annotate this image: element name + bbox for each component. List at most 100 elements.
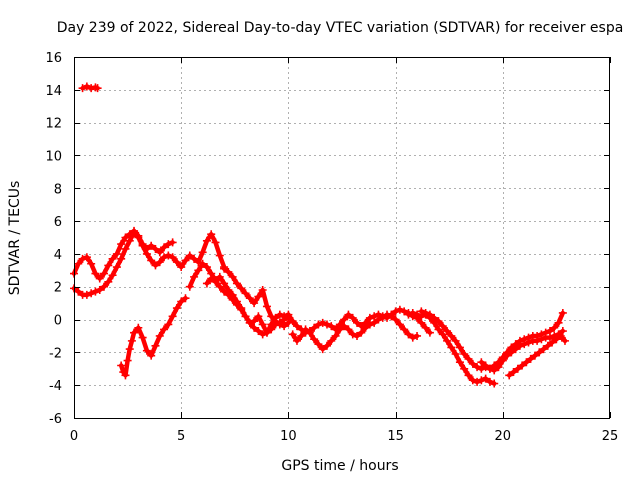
data-point bbox=[485, 377, 494, 386]
data-point bbox=[314, 320, 323, 329]
data-point bbox=[507, 348, 516, 357]
data-point bbox=[340, 322, 349, 331]
series-arc-f bbox=[202, 274, 293, 339]
data-point bbox=[138, 241, 147, 250]
data-point bbox=[198, 259, 207, 268]
data-point bbox=[292, 336, 301, 345]
data-point bbox=[160, 243, 169, 252]
data-point bbox=[535, 348, 544, 357]
data-point bbox=[353, 331, 362, 340]
data-point bbox=[87, 259, 96, 268]
data-point bbox=[353, 318, 362, 327]
grid-lines bbox=[74, 57, 610, 418]
series-trace bbox=[221, 266, 291, 329]
data-point bbox=[530, 351, 539, 360]
data-point bbox=[318, 345, 327, 354]
data-point bbox=[147, 351, 156, 360]
data-point bbox=[250, 299, 259, 308]
data-point bbox=[511, 345, 520, 354]
data-point bbox=[275, 310, 284, 319]
x-tick-label: 25 bbox=[602, 429, 619, 444]
data-point bbox=[348, 313, 357, 322]
data-point bbox=[417, 307, 426, 316]
data-point bbox=[160, 325, 169, 334]
data-point bbox=[258, 330, 267, 339]
data-point bbox=[220, 287, 229, 296]
data-point bbox=[250, 323, 259, 332]
data-point bbox=[228, 295, 237, 304]
data-point bbox=[262, 302, 271, 311]
data-point bbox=[142, 249, 151, 258]
data-point bbox=[481, 374, 490, 383]
data-point bbox=[365, 320, 374, 329]
data-point bbox=[498, 356, 507, 365]
data-point bbox=[391, 315, 400, 324]
data-point bbox=[513, 364, 522, 373]
data-point bbox=[327, 336, 336, 345]
data-point bbox=[147, 241, 156, 250]
data-point bbox=[485, 364, 494, 373]
data-point bbox=[455, 343, 464, 352]
data-point bbox=[357, 328, 366, 337]
data-point bbox=[395, 320, 404, 329]
data-point bbox=[74, 287, 83, 296]
data-point bbox=[127, 336, 136, 345]
y-tick-label: 14 bbox=[45, 84, 62, 99]
data-point bbox=[408, 333, 417, 342]
data-point bbox=[455, 358, 464, 367]
data-point bbox=[185, 251, 194, 260]
series-trace bbox=[118, 295, 188, 378]
data-point bbox=[284, 318, 293, 327]
series-arc-h bbox=[288, 310, 422, 354]
data-point bbox=[241, 312, 250, 321]
data-point bbox=[108, 254, 117, 263]
y-axis-label: SDTVAR / TECUs bbox=[7, 181, 23, 296]
data-point bbox=[108, 271, 117, 280]
data-point bbox=[348, 330, 357, 339]
data-point bbox=[130, 228, 139, 237]
data-point bbox=[322, 320, 331, 329]
series-trace bbox=[187, 261, 433, 335]
data-point bbox=[447, 331, 456, 340]
data-point bbox=[560, 336, 569, 345]
data-point bbox=[503, 351, 512, 360]
data-point bbox=[288, 330, 297, 339]
data-point bbox=[232, 279, 241, 288]
data-point bbox=[104, 277, 113, 286]
data-point bbox=[220, 264, 229, 273]
data-point bbox=[123, 356, 132, 365]
data-point bbox=[518, 361, 527, 370]
data-point bbox=[515, 341, 524, 350]
data-point bbox=[177, 297, 186, 306]
data-point bbox=[537, 335, 546, 344]
data-point bbox=[215, 272, 224, 281]
series-trace bbox=[419, 309, 566, 372]
data-point bbox=[288, 317, 297, 326]
data-point bbox=[494, 363, 503, 372]
data-point bbox=[468, 376, 477, 385]
data-point bbox=[374, 315, 383, 324]
data-point bbox=[545, 333, 554, 342]
data-point bbox=[215, 251, 224, 260]
data-point bbox=[468, 359, 477, 368]
data-point bbox=[505, 371, 514, 380]
data-point bbox=[395, 305, 404, 314]
data-point bbox=[241, 289, 250, 298]
data-point bbox=[438, 330, 447, 339]
x-tick-label: 5 bbox=[177, 429, 185, 444]
series-arc-g bbox=[220, 264, 293, 331]
data-point bbox=[477, 376, 486, 385]
data-point bbox=[310, 323, 319, 332]
data-point bbox=[100, 269, 109, 278]
data-point bbox=[539, 345, 548, 354]
data-point bbox=[190, 272, 199, 281]
data-point bbox=[297, 331, 306, 340]
data-point bbox=[481, 361, 490, 370]
data-point bbox=[344, 310, 353, 319]
data-point bbox=[552, 335, 561, 344]
data-point bbox=[211, 277, 220, 286]
data-point bbox=[91, 269, 100, 278]
data-point bbox=[267, 312, 276, 321]
data-point bbox=[78, 84, 87, 93]
data-point bbox=[408, 308, 417, 317]
